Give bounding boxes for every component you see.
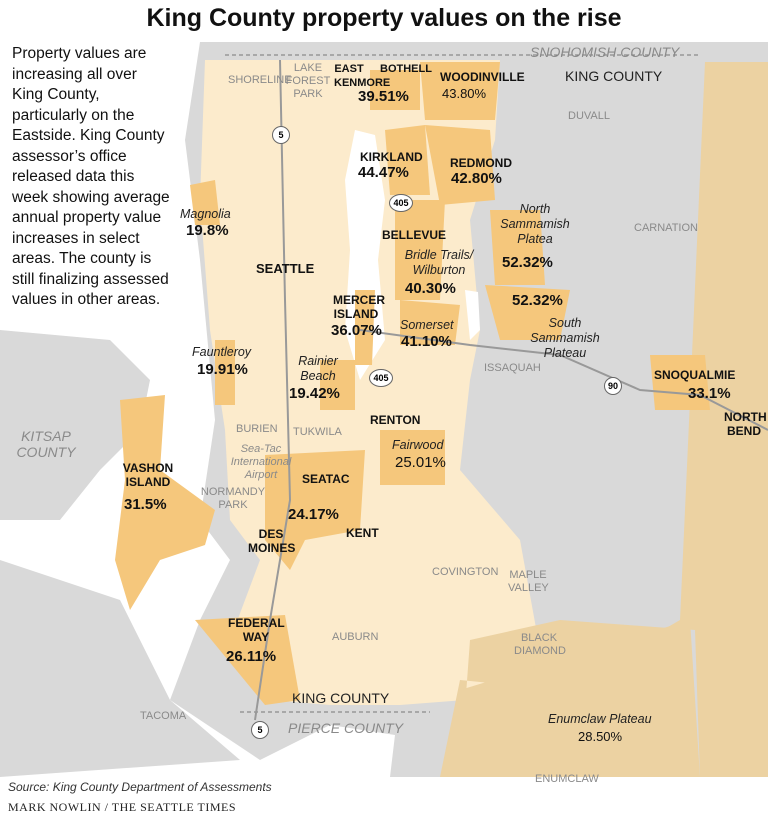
place-tacoma: TACOMA [140,710,187,722]
place-shoreline: SHORELINE [228,74,292,86]
area-name-woodinville: WOODINVILLE [440,70,525,84]
intro-text: Property values are increasing all over … [12,44,172,311]
area-kenmore [370,70,420,110]
area-value-redmond: 42.80% [451,170,502,187]
area-name-mercer-island: MERCER ISLAND [333,293,386,321]
area-value-vashon-island: 31.5% [124,496,167,513]
area-value-seatac-area: 24.17% [288,506,339,523]
area-name-vashon-island: VASHON ISLAND [122,461,174,489]
county-label-pierce: PIERCE COUNTY [288,720,404,736]
county-label-kitsap: KITSAP COUNTY [16,428,76,460]
interstate-5-shield-icon-south: 5 [251,721,269,739]
area-name-magnolia: Magnolia [180,207,231,221]
area-redmond [425,125,495,205]
area-name-bridle-trails: Bridle Trails/ Wilburton [404,248,474,277]
area-name-kent: KENT [346,526,379,540]
area-name-north-bend: NORTH BEND [724,410,767,438]
area-value-south-sammamish: 52.32% [512,292,563,309]
area-value-snoqualmie: 33.1% [688,385,731,402]
area-name-south-sammamish: South Sammamish Plateau [530,316,600,360]
lake-sammamish [465,290,480,340]
place-covington: COVINGTON [432,566,499,578]
area-value-woodinville: 43.80% [442,86,487,101]
area-name-renton: RENTON [370,413,421,427]
area-value-mercer-island: 36.07% [331,322,382,339]
area-woodinville [420,62,500,120]
place-burien: BURIEN [236,423,278,435]
area-federal-way [195,615,300,705]
area-value-somerset: 41.10% [401,333,452,350]
place-airport: Sea-Tac International Airport [230,443,292,481]
area-name-kirkland: KIRKLAND [360,150,423,164]
area-name-redmond: REDMOND [450,156,512,170]
area-value-magnolia: 19.8% [186,222,229,239]
area-value-kirkland: 44.47% [358,164,409,181]
area-value-rainier-beach: 19.42% [289,385,340,402]
place-enumclaw: ENUMCLAW [535,773,599,785]
area-name-rainier-beach: Rainier Beach [298,354,338,383]
rural-east [440,62,768,777]
county-label-snohomish: SNOHOMISH COUNTY [530,44,680,60]
area-fairwood [380,430,445,485]
area-name-north-sammamish: North Sammamish Platea [500,202,570,246]
area-value-north-sammamish: 52.32% [502,254,553,271]
area-value-east-kenmore: 39.51% [358,88,409,105]
place-duvall: DUVALL [568,110,610,122]
area-name-des-moines: DES MOINES [248,527,296,555]
area-kirkland [385,125,430,195]
area-name-snoqualmie: SNOQUALMIE [654,368,736,382]
area-somerset [400,300,460,345]
place-maple-valley: MAPLE VALLEY [508,569,549,594]
place-carnation: CARNATION [634,222,698,234]
area-vashon [115,395,215,610]
area-name-bothell: BOTHELL [380,63,432,75]
interstate-5-shield-icon: 5 [272,126,290,144]
place-auburn: AUBURN [332,631,379,643]
area-value-federal-way: 26.11% [226,648,277,665]
county-label-king-south: KING COUNTY [292,690,390,706]
area-name-seatac: SEATAC [302,472,350,486]
area-sammamish-s [485,285,570,340]
area-snoqualmie [650,355,710,410]
interstate-90 [359,329,768,431]
area-name-federal-way: FEDERAL WAY [228,616,285,644]
place-normandy-park: NORMANDY PARK [200,486,266,511]
area-name-somerset: Somerset [400,318,454,332]
place-issaquah: ISSAQUAH [484,362,541,374]
area-name-seattle: SEATTLE [256,261,315,276]
area-value-enumclaw-plateau: 28.50% [578,729,623,744]
interstate-405-shield-icon-south: 405 [369,369,393,387]
area-name-east-kenmore: EAST KENMORE [334,63,391,89]
credit-line: MARK NOWLIN / THE SEATTLE TIMES [8,800,237,814]
rural-east-2 [460,620,700,777]
county-label-king-north: KING COUNTY [565,68,663,84]
land-kitsap [0,330,150,520]
area-value-bridle-trails: 40.30% [405,280,456,297]
area-name-fauntleroy: Fauntleroy [192,345,252,359]
interstate-5 [254,59,292,721]
area-rainier [320,360,355,410]
area-fauntleroy [215,340,235,405]
place-black-diamond: BLACK DIAMOND [514,632,566,657]
area-mercer [355,290,375,365]
interstate-90-shield-icon: 90 [604,377,622,395]
area-value-fairwood: 25.01% [395,454,446,471]
place-tukwila: TUKWILA [293,426,342,438]
area-name-bellevue: BELLEVUE [382,228,447,242]
area-sammamish-n [490,210,545,285]
land-pierce-west [0,560,240,777]
place-lake-forest-park: LAKE FOREST PARK [285,62,331,100]
interstate-405-shield-icon: 405 [389,194,413,212]
area-magnolia [190,180,220,225]
area-value-fauntleroy: 19.91% [197,361,248,378]
area-name-fairwood: Fairwood [392,438,444,452]
area-bellevue [395,200,445,300]
source-note: Source: King County Department of Assess… [8,780,272,794]
map-canvas [0,42,768,777]
map-title: King County property values on the rise [146,4,622,32]
area-name-enumclaw-plateau: Enumclaw Plateau [548,712,652,726]
